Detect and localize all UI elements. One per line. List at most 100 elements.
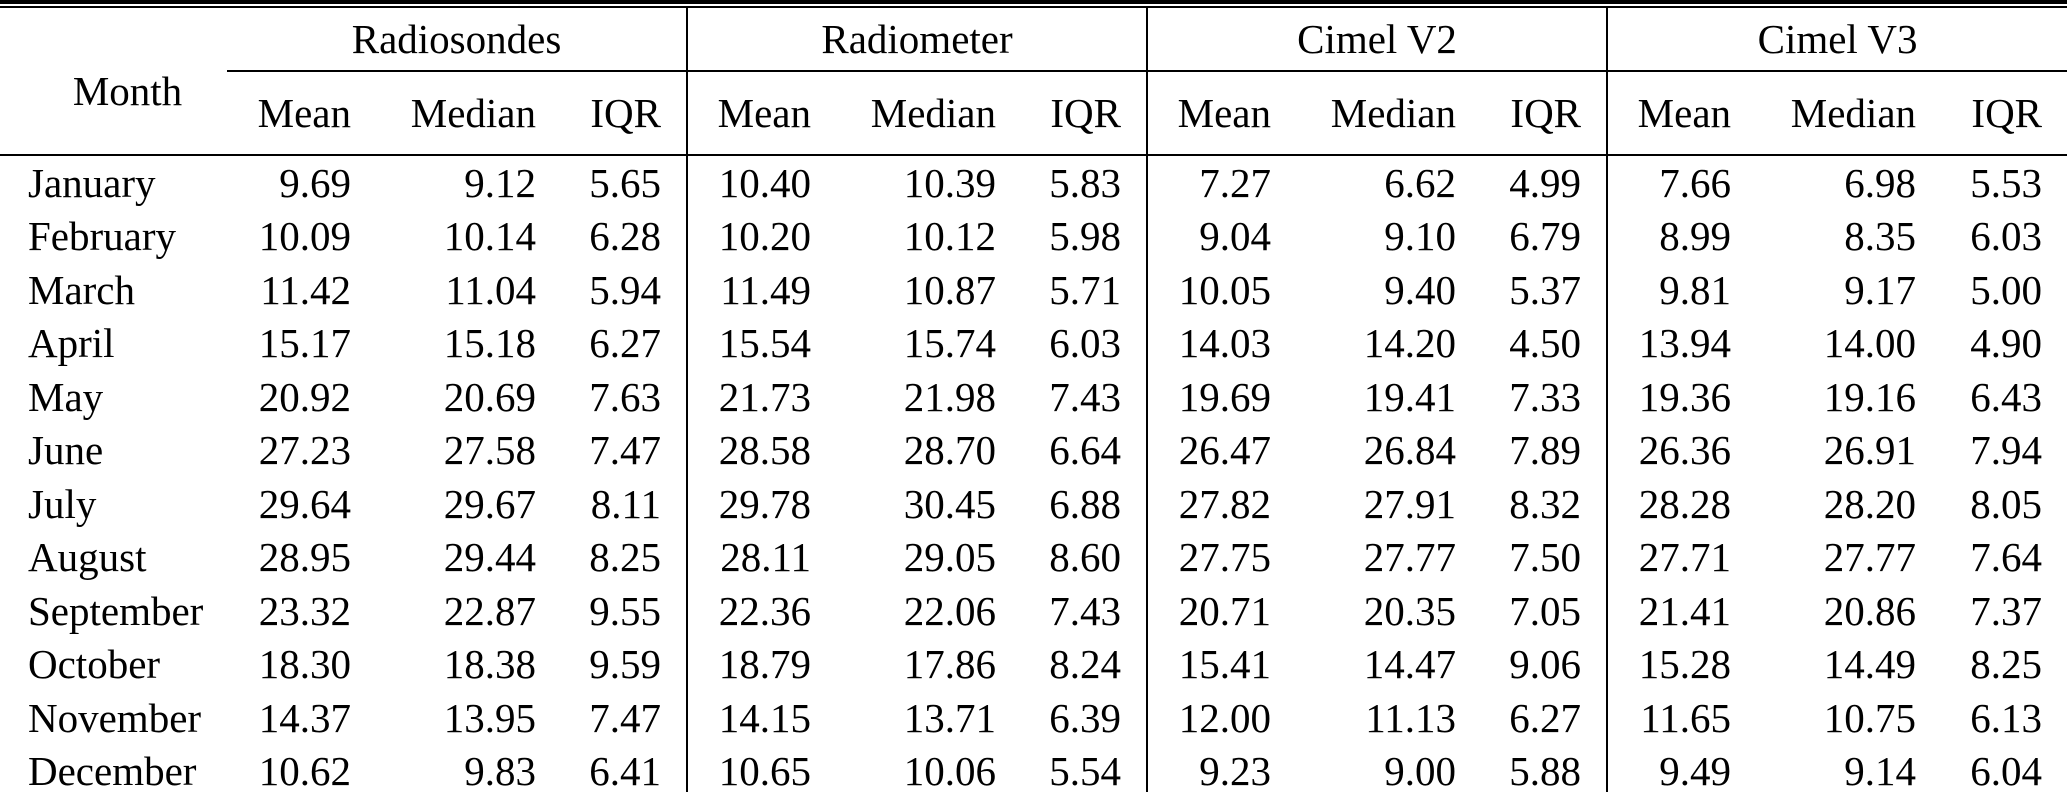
value-cell: 11.13 [1365, 694, 1457, 741]
value-cell: 9.10 [1384, 213, 1457, 260]
value-cell: 6.03 [1970, 213, 2043, 260]
value-cell: 5.53 [1970, 159, 2043, 206]
value-cell: 5.00 [1970, 266, 2043, 313]
table-row: November 14.37 13.95 7.47 14.15 13.71 6.39 12.0… [0, 691, 2067, 745]
value-cell: 10.14 [443, 213, 536, 260]
table-row: September 23.32 22.87 9.55 22.36 22.06 7.43 20.… [0, 584, 2067, 638]
value-cell: 9.81 [1606, 263, 1737, 317]
value-cell: 4.99 [1509, 159, 1582, 206]
value-cell: 27.75 [1146, 530, 1277, 584]
value-cell: 10.65 [686, 744, 817, 792]
value-cell: 7.89 [1509, 427, 1582, 474]
value-cell: 28.28 [1606, 477, 1737, 531]
value-cell: 15.28 [1606, 637, 1737, 691]
value-cell: 8.25 [1970, 641, 2043, 688]
value-cell: 6.27 [589, 320, 662, 367]
value-cell: 29.67 [443, 480, 536, 527]
value-cell: 6.27 [1509, 694, 1582, 741]
value-cell: 7.66 [1606, 155, 1737, 210]
group-header-radiosondes: Radiosondes [227, 8, 688, 72]
value-cell: 13.94 [1606, 316, 1737, 370]
value-cell: 6.13 [1970, 694, 2043, 741]
value-cell: 10.87 [903, 266, 997, 313]
month-cell: April [28, 320, 115, 367]
value-cell: 27.91 [1363, 480, 1457, 527]
value-cell: 18.38 [443, 641, 536, 688]
value-cell: 5.88 [1509, 748, 1582, 792]
month-cell: May [28, 373, 104, 420]
value-cell: 7.50 [1509, 534, 1582, 581]
value-cell: 10.39 [903, 159, 997, 206]
value-cell: 8.24 [1049, 641, 1122, 688]
value-cell: 4.50 [1509, 320, 1582, 367]
subheader-radiosondes-median: Median [356, 71, 541, 156]
value-cell: 28.58 [686, 423, 817, 477]
value-cell: 6.62 [1384, 159, 1457, 206]
value-cell: 14.37 [258, 694, 351, 741]
value-cell: 10.09 [258, 213, 351, 260]
value-cell: 27.23 [258, 427, 351, 474]
value-cell: 7.43 [1049, 373, 1122, 420]
value-cell: 22.87 [443, 587, 536, 634]
value-cell: 6.28 [589, 213, 662, 260]
group-header-cimel-v2: Cimel V2 [1146, 8, 1608, 72]
table-row: January 9.69 9.12 5.65 10.40 10.39 5.83 7.27 6.6… [0, 155, 2067, 210]
value-cell: 18.79 [686, 637, 817, 691]
value-cell: 7.05 [1509, 587, 1582, 634]
value-cell: 15.17 [258, 320, 351, 367]
value-cell: 27.77 [1363, 534, 1457, 581]
value-cell: 19.36 [1606, 370, 1737, 424]
table-body: January 9.69 9.12 5.65 10.40 10.39 5.83 7.27 6.6… [0, 155, 2067, 792]
value-cell: 27.58 [443, 427, 536, 474]
value-cell: 13.95 [443, 694, 536, 741]
table-row: April 15.17 15.18 6.27 15.54 15.74 6.03 14.03 14… [0, 316, 2067, 370]
value-cell: 9.14 [1844, 748, 1917, 792]
value-cell: 8.99 [1606, 209, 1737, 263]
value-cell: 21.41 [1606, 584, 1737, 638]
value-cell: 9.83 [464, 748, 536, 792]
top-rule-thin [0, 6, 2067, 8]
value-cell: 7.47 [589, 427, 662, 474]
value-cell: 5.54 [1049, 748, 1122, 792]
month-cell: March [28, 266, 136, 313]
value-cell: 11.42 [260, 266, 351, 313]
value-cell: 10.75 [1823, 694, 1917, 741]
value-cell: 27.71 [1606, 530, 1737, 584]
value-cell: 6.43 [1970, 373, 2043, 420]
value-cell: 7.37 [1970, 587, 2043, 634]
subheader-row: Mean Median IQR Mean Median IQR Mean Median IQR M… [0, 71, 2067, 156]
value-cell: 14.20 [1363, 320, 1457, 367]
value-cell: 9.59 [589, 641, 662, 688]
value-cell: 29.44 [443, 534, 536, 581]
value-cell: 8.11 [590, 480, 662, 527]
value-cell: 19.16 [1823, 373, 1917, 420]
value-cell: 14.15 [686, 691, 817, 745]
value-cell: 26.84 [1363, 427, 1457, 474]
value-cell: 8.32 [1509, 480, 1582, 527]
value-cell: 28.11 [686, 530, 817, 584]
value-cell: 9.06 [1509, 641, 1582, 688]
month-cell: February [28, 213, 177, 260]
value-cell: 10.05 [1146, 263, 1277, 317]
value-cell: 11.65 [1606, 691, 1737, 745]
value-cell: 6.03 [1049, 320, 1122, 367]
value-cell: 22.06 [903, 587, 997, 634]
value-cell: 29.05 [903, 534, 997, 581]
top-rule-thick [0, 0, 2067, 4]
subheader-radiosondes-mean: Mean [227, 71, 356, 156]
subheader-cimel-v2-mean: Mean [1146, 71, 1277, 156]
value-cell: 15.18 [443, 320, 536, 367]
value-cell: 4.90 [1970, 320, 2043, 367]
value-cell: 8.25 [589, 534, 662, 581]
value-cell: 6.88 [1049, 480, 1122, 527]
monthly-statistics-table: Month Radiosondes Radiometer Cimel V2 Ci… [0, 8, 2067, 792]
value-cell: 11.04 [445, 266, 536, 313]
month-cell: September [28, 587, 204, 634]
value-cell: 19.69 [1146, 370, 1277, 424]
month-cell: June [28, 427, 104, 474]
value-cell: 7.94 [1970, 427, 2043, 474]
value-cell: 7.43 [1049, 587, 1122, 634]
value-cell: 5.94 [589, 266, 662, 313]
month-cell: December [28, 748, 197, 792]
